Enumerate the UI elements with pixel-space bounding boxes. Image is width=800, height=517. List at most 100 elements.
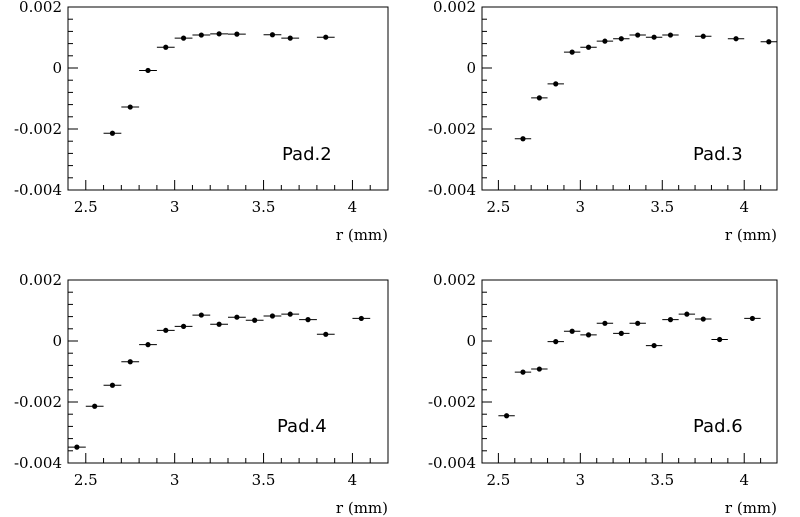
y-tick-label: 0.002	[19, 271, 62, 289]
y-tick-label: 0	[466, 332, 476, 350]
data-point	[234, 314, 240, 320]
x-tick-label: 4	[739, 198, 749, 216]
data-point	[269, 313, 276, 319]
data-point	[700, 316, 706, 322]
pad-label: Pad.4	[277, 416, 327, 437]
pad-label: Pad.6	[693, 416, 743, 437]
data-point	[536, 95, 542, 101]
data-point	[163, 327, 169, 333]
chart-panel-2: 2.5 3 3.5 4 0.002 0 -0.002 -0.004 r (mm) Pad.3	[428, 0, 778, 244]
data-point	[216, 31, 222, 37]
y-tick-label: -0.004	[14, 454, 62, 472]
data-point	[358, 315, 364, 322]
data-point	[700, 33, 706, 39]
data-point	[198, 312, 204, 318]
data-point	[323, 34, 329, 40]
chart-panel-4: 2.5 3 3.5 4 0.002 0 -0.002 -0.004 r (mm) Pad.6	[428, 271, 778, 517]
x-tick-label: 4	[348, 471, 358, 489]
data-point	[733, 36, 739, 42]
y-tick-label: -0.004	[428, 181, 476, 199]
data-point	[109, 382, 116, 388]
x-tick-label: 3.5	[252, 198, 276, 216]
x-tick-label: 3	[170, 198, 180, 216]
data-point	[287, 35, 293, 41]
data-point	[684, 311, 690, 317]
x-tick-label: 2.5	[74, 198, 98, 216]
data-point	[536, 366, 542, 372]
chart-panel-3: 2.5 3 3.5 4 0.002 0 -0.002 -0.004 r (mm) Pad.4	[14, 271, 389, 517]
data-point	[180, 35, 187, 41]
x-tick-label: 2.5	[74, 471, 98, 489]
data-point	[651, 342, 657, 349]
data-point	[74, 444, 80, 450]
data-point	[503, 413, 510, 419]
data-point	[618, 330, 624, 336]
x-tick-label: 4	[348, 198, 358, 216]
y-tick-label: -0.004	[14, 181, 62, 199]
data-point	[234, 31, 240, 37]
pad-label: Pad.3	[693, 144, 743, 165]
x-tick-label: 3	[576, 471, 586, 489]
data-point	[127, 359, 133, 365]
data-point	[553, 339, 559, 345]
data-point	[520, 136, 526, 142]
pad-label: Pad.2	[282, 144, 332, 165]
data-point	[198, 32, 204, 38]
plot-frame	[67, 279, 389, 464]
y-tick-label: -0.002	[428, 120, 476, 138]
x-axis-title: r (mm)	[336, 226, 388, 244]
data-point	[323, 331, 329, 337]
data-point	[602, 320, 608, 326]
y-tick-label: 0	[466, 59, 476, 77]
data-point	[667, 32, 674, 38]
x-tick-label: 3.5	[252, 471, 276, 489]
data-point	[216, 321, 222, 327]
data-point	[766, 39, 772, 45]
data-point	[635, 320, 641, 326]
data-point	[585, 332, 592, 338]
data-point	[553, 81, 559, 87]
x-tick-label: 2.5	[486, 198, 510, 216]
data-point	[287, 311, 293, 317]
y-tick-label: 0.002	[433, 0, 476, 16]
data-point	[717, 336, 723, 343]
y-tick-label: 0	[52, 332, 62, 350]
x-tick-label: 2.5	[486, 471, 510, 489]
data-point	[569, 49, 575, 55]
data-point	[749, 315, 756, 322]
data-point	[618, 36, 624, 42]
y-tick-label: -0.002	[14, 393, 62, 411]
y-tick-label: 0.002	[19, 0, 62, 16]
data-point	[305, 317, 311, 323]
y-tick-label: -0.002	[428, 393, 476, 411]
data-point	[520, 369, 526, 375]
x-tick-label: 3	[576, 198, 586, 216]
y-tick-label: 0.002	[433, 271, 476, 289]
data-point	[163, 44, 169, 50]
data-point	[667, 317, 674, 323]
data-point	[145, 67, 151, 74]
data-point	[585, 44, 592, 50]
y-tick-label: 0	[52, 59, 62, 77]
data-point	[92, 403, 98, 409]
data-point	[269, 32, 276, 38]
x-tick-label: 4	[739, 471, 749, 489]
x-axis-title: r (mm)	[725, 499, 777, 517]
data-point	[180, 323, 187, 329]
y-tick-label: -0.002	[14, 120, 62, 138]
data-point	[569, 328, 575, 334]
data-point	[252, 317, 258, 323]
x-axis-title: r (mm)	[725, 226, 777, 244]
data-point	[109, 130, 116, 136]
data-point	[602, 38, 608, 44]
data-point	[635, 32, 641, 38]
x-axis-title: r (mm)	[336, 499, 388, 517]
x-tick-label: 3.5	[650, 471, 674, 489]
data-point	[127, 104, 133, 110]
data-point	[145, 342, 151, 348]
x-tick-label: 3	[170, 471, 180, 489]
chart-panel-1: 2.5 3 3.5 4 0.002 0 -0.002 -0.004 r (mm) Pad.2	[14, 0, 389, 244]
data-point	[651, 34, 657, 40]
y-tick-label: -0.004	[428, 454, 476, 472]
